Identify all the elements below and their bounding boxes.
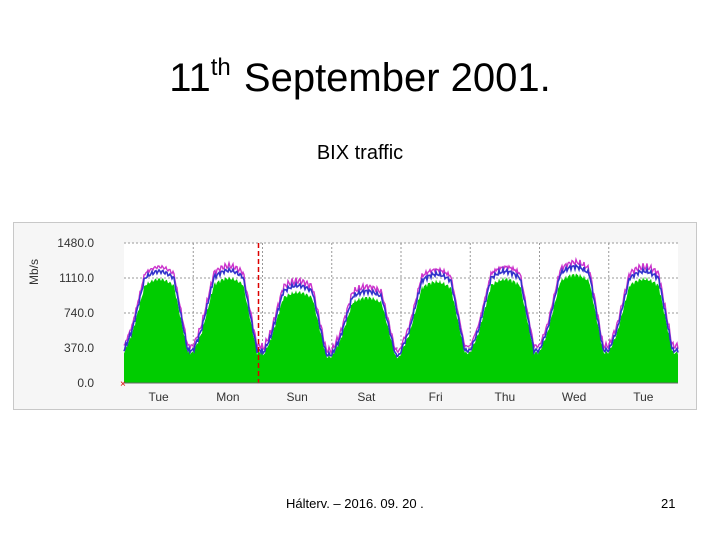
slide-title: 11th September 2001. [0, 44, 720, 102]
slide-subtitle: BIX traffic [316, 142, 404, 164]
y-tick-label: 0.0 [77, 376, 94, 390]
traffic-chart: × 0.0 370.0 740.0 1110.0 1480.0 Tue Mon Sun Sat… [27, 236, 679, 404]
title-month-year: September 2001. [243, 56, 551, 100]
x-tick-label: Tue [633, 390, 654, 404]
y-tick-label: 1110.0 [59, 271, 94, 285]
y-tick-label: 1480.0 [57, 236, 94, 250]
y-axis-label: Mb/s [27, 259, 41, 285]
y-axis: 0.0 370.0 740.0 1110.0 1480.0 [57, 236, 94, 390]
x-tick-label: Tue [149, 390, 170, 404]
traffic-area-layer: × [120, 243, 679, 390]
y-tick-label: 370.0 [64, 341, 94, 355]
title-ordinal-suffix: th [210, 54, 231, 81]
x-axis: Tue Mon Sun Sat Fri Thu Wed Tue [124, 382, 678, 404]
x-tick-label: Mon [216, 390, 239, 404]
origin-marker: × [120, 379, 126, 390]
x-tick-label: Wed [562, 390, 586, 404]
traffic-area-fill [124, 273, 678, 383]
x-tick-label: Thu [495, 390, 516, 404]
title-day: 11 [169, 56, 211, 100]
x-tick-label: Fri [429, 390, 443, 404]
page-number: 21 [661, 496, 676, 511]
traffic-chart-frame: × 0.0 370.0 740.0 1110.0 1480.0 Tue Mon Sun Sat… [13, 222, 697, 410]
traffic-max-line [123, 256, 679, 355]
traffic-average-line [123, 262, 679, 358]
y-tick-label: 740.0 [64, 306, 94, 320]
slide-footer: Hálterv. – 2016. 09. 20 . [286, 496, 424, 511]
x-tick-label: Sun [286, 390, 307, 404]
x-tick-label: Sat [357, 390, 376, 404]
